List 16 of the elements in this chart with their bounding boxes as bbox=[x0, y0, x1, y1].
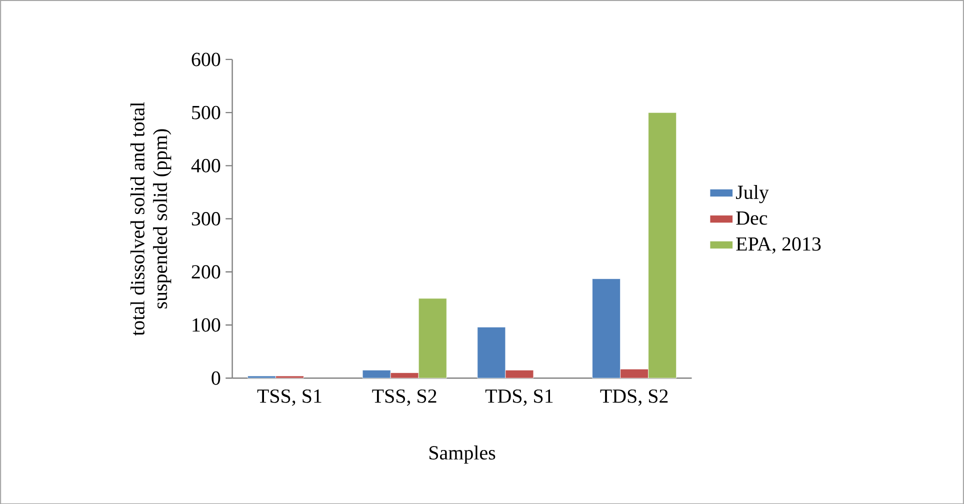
x-tick-label: TSS, S2 bbox=[372, 389, 436, 406]
y-tick-label: 500 bbox=[192, 106, 220, 120]
y-tick-label: 100 bbox=[192, 318, 220, 332]
y-tick-label: 200 bbox=[192, 264, 220, 278]
y-tick-label: 0 bbox=[212, 371, 220, 385]
x-tick-label: TDS, S2 bbox=[600, 389, 668, 406]
x-tick-label: TDS, S1 bbox=[485, 389, 553, 406]
legend-label: EPA, 2013 bbox=[736, 237, 821, 254]
y-tick-label: 600 bbox=[192, 52, 220, 66]
y-tick-label: 300 bbox=[192, 212, 220, 226]
legend-label: Dec bbox=[736, 211, 768, 225]
x-axis-title: Samples bbox=[430, 445, 496, 464]
y-tick-label: 400 bbox=[191, 158, 220, 172]
legend-label: July bbox=[736, 184, 769, 203]
y-axis-title: total dissolved solid and total suspended solid (ppm) bbox=[130, 102, 172, 336]
x-tick-label: TSS, S1 bbox=[257, 389, 322, 406]
